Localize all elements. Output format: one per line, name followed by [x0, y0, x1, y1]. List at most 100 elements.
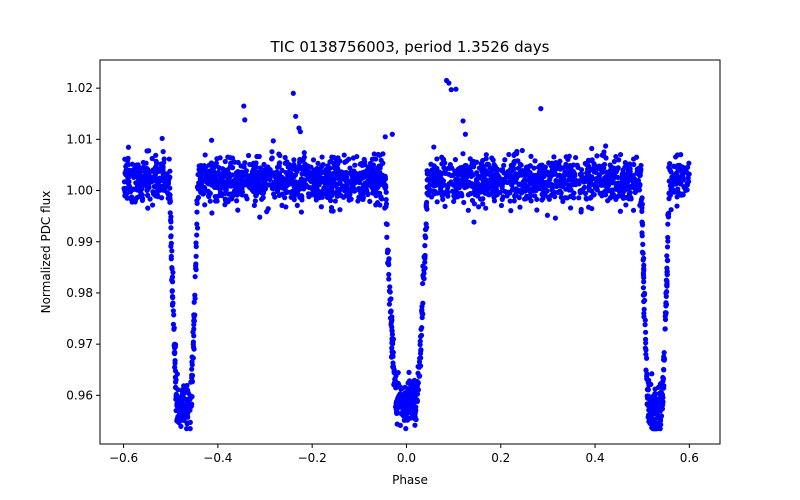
data-point [181, 391, 187, 397]
data-point [483, 205, 489, 211]
data-point [406, 408, 412, 414]
data-point [159, 135, 165, 142]
data-point [192, 274, 198, 280]
data-point [196, 163, 202, 169]
data-point [173, 394, 179, 400]
data-point [172, 357, 178, 364]
data-point [298, 209, 305, 215]
data-point [291, 157, 297, 163]
data-point [269, 155, 275, 161]
data-point [652, 426, 658, 432]
outlier-point [290, 90, 296, 96]
data-point [154, 161, 160, 167]
data-point [207, 198, 213, 204]
data-point [291, 193, 297, 199]
data-point [616, 157, 622, 163]
data-point [167, 198, 173, 205]
data-point [480, 189, 486, 195]
data-point [383, 182, 389, 189]
outlier-point [448, 87, 454, 93]
data-point [276, 192, 282, 199]
data-point [671, 187, 677, 194]
data-point [411, 394, 417, 400]
data-point [631, 161, 637, 168]
data-point [663, 301, 670, 308]
data-point [260, 190, 267, 196]
data-point [327, 159, 333, 165]
data-point [249, 180, 255, 186]
data-point [234, 198, 240, 204]
data-point [177, 413, 183, 419]
data-point [480, 201, 486, 207]
data-point [479, 168, 485, 174]
data-point [422, 243, 428, 249]
data-point [664, 282, 670, 288]
data-point [641, 306, 647, 312]
data-point [260, 176, 266, 183]
data-point [567, 205, 574, 211]
data-point [232, 159, 238, 165]
data-point [416, 363, 423, 369]
data-point [466, 179, 472, 185]
data-point [627, 169, 633, 175]
data-point [386, 276, 392, 282]
data-point [581, 184, 588, 190]
data-point [531, 173, 537, 179]
data-point [551, 154, 557, 160]
data-point [543, 187, 549, 193]
data-point [475, 173, 481, 179]
data-point [658, 384, 664, 390]
data-point [532, 193, 538, 199]
data-point [620, 193, 626, 199]
data-point [217, 181, 223, 187]
data-point [255, 176, 261, 182]
data-point [639, 233, 645, 239]
outlier-point [453, 86, 459, 92]
data-point [256, 153, 262, 160]
data-point [589, 167, 595, 173]
data-point [664, 257, 671, 263]
data-point [636, 187, 643, 193]
data-point [166, 193, 172, 199]
data-point [274, 164, 281, 170]
data-point [549, 160, 555, 166]
data-point [184, 426, 190, 432]
data-point [289, 165, 295, 171]
data-point [542, 192, 548, 198]
data-point [121, 179, 128, 185]
data-point [665, 238, 671, 244]
data-point [279, 167, 285, 173]
data-point [666, 190, 672, 196]
data-point [437, 190, 443, 196]
data-point [215, 171, 221, 177]
data-point [501, 162, 507, 169]
data-point [416, 373, 422, 379]
data-point [440, 178, 447, 184]
data-point [389, 336, 395, 342]
data-point [589, 157, 595, 163]
data-point [172, 364, 178, 370]
data-point [517, 161, 523, 167]
data-point [300, 182, 306, 188]
data-point [666, 178, 672, 184]
outlier-point [242, 117, 248, 123]
data-point [441, 182, 447, 188]
data-point [189, 362, 195, 368]
data-point [453, 185, 459, 192]
data-point [664, 265, 670, 271]
data-point [389, 345, 395, 351]
data-point [468, 173, 474, 180]
data-point [161, 156, 167, 162]
data-point [557, 158, 563, 164]
data-point [511, 166, 517, 172]
data-point [640, 241, 646, 247]
data-point [140, 159, 146, 166]
data-point [540, 173, 546, 180]
data-point [257, 169, 263, 175]
data-point [591, 161, 597, 167]
data-point [685, 164, 691, 170]
data-point [388, 308, 394, 314]
data-point [560, 165, 566, 171]
data-point [660, 357, 667, 363]
data-point [610, 166, 617, 172]
